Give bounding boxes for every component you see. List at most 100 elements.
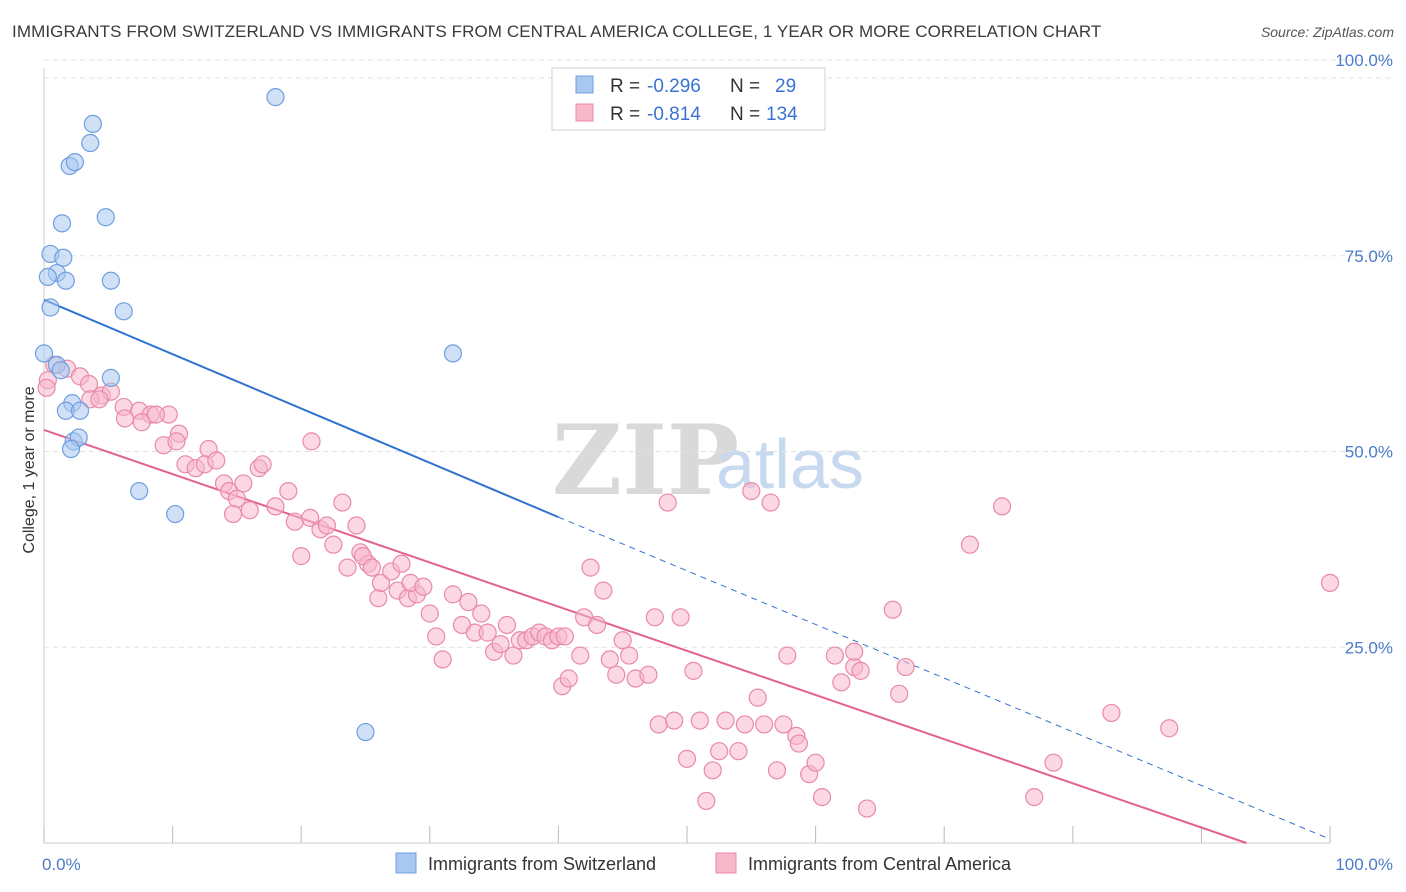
point-switzerland	[52, 214, 72, 233]
point-central-america	[347, 516, 366, 535]
point-central-america	[992, 497, 1012, 516]
x-tick-label: 0.0%	[42, 855, 81, 874]
point-central-america	[851, 661, 870, 680]
watermark-atlas: atlas	[716, 425, 864, 503]
trend-line-switzerland-extension	[558, 516, 1331, 840]
legend: R = -0.296 N = 29 R = -0.814 N = 134	[551, 67, 826, 131]
point-central-america	[234, 474, 253, 493]
point-central-america	[658, 493, 677, 512]
point-switzerland	[130, 482, 149, 501]
point-switzerland	[65, 153, 84, 172]
point-switzerland	[41, 298, 60, 317]
bottom-legend-label-switzerland: Immigrants from Switzerland	[428, 854, 656, 874]
grid	[44, 59, 1392, 648]
trend-line-switzerland	[43, 298, 559, 519]
y-tick-label: 100.0%	[1335, 51, 1393, 70]
point-central-america	[292, 547, 311, 566]
point-central-america	[497, 615, 517, 635]
bottom-legend-label-central-america: Immigrants from Central America	[748, 854, 1012, 874]
point-central-america	[285, 512, 304, 531]
point-switzerland	[54, 248, 73, 267]
point-central-america	[302, 432, 321, 451]
point-switzerland	[101, 368, 120, 387]
point-central-america	[369, 589, 388, 608]
point-central-america	[896, 657, 915, 677]
point-central-america	[459, 592, 478, 612]
point-central-america	[755, 715, 774, 734]
point-central-america	[710, 742, 729, 761]
point-switzerland	[443, 344, 463, 363]
point-switzerland	[34, 344, 54, 363]
point-central-america	[883, 600, 902, 619]
point-central-america	[645, 608, 664, 627]
y-tick-label: 50.0%	[1345, 443, 1393, 462]
point-central-america	[697, 791, 716, 811]
point-central-america	[279, 482, 298, 501]
point-switzerland	[356, 722, 375, 742]
point-switzerland	[81, 133, 100, 153]
point-central-america	[761, 493, 780, 512]
point-central-america	[594, 581, 613, 600]
point-central-america	[806, 753, 825, 772]
point-central-america	[587, 615, 607, 635]
point-central-america	[571, 646, 590, 665]
legend-n-value-1: 29	[775, 76, 796, 97]
point-switzerland	[96, 208, 115, 227]
source-credit: Source: ZipAtlas.com	[1260, 24, 1394, 40]
point-central-america	[857, 799, 877, 818]
point-switzerland	[266, 88, 285, 107]
legend-swatch-central-america	[575, 103, 594, 122]
point-central-america	[253, 455, 272, 474]
bottom-legend-swatch-central-america	[715, 852, 737, 874]
point-central-america	[146, 405, 165, 424]
legend-r-value-2: -0.814	[647, 104, 701, 125]
point-central-america	[301, 508, 320, 527]
point-central-america	[555, 627, 574, 646]
point-central-america	[433, 650, 452, 669]
legend-r-value-1: -0.296	[647, 76, 701, 97]
point-central-america	[649, 715, 668, 734]
point-central-america	[559, 669, 578, 688]
point-central-america	[324, 535, 343, 554]
point-central-america	[665, 711, 684, 730]
point-switzerland	[61, 439, 81, 459]
point-central-america	[491, 634, 510, 654]
y-axis-label: College, 1 year or more	[21, 386, 38, 553]
point-central-america	[414, 577, 433, 596]
scatter-points	[34, 88, 1340, 818]
point-central-america	[600, 650, 619, 669]
point-central-america	[472, 604, 491, 623]
point-switzerland	[114, 302, 133, 321]
point-central-america	[774, 715, 793, 734]
point-central-america	[735, 715, 754, 734]
point-switzerland	[56, 271, 75, 290]
point-central-america	[607, 665, 626, 684]
point-central-america	[778, 646, 797, 665]
point-central-america	[207, 451, 226, 470]
point-central-america	[677, 749, 697, 768]
legend-r-label-1: R =	[610, 76, 640, 97]
point-central-america	[832, 673, 851, 692]
point-central-america	[729, 742, 748, 761]
legend-swatch-switzerland	[575, 75, 594, 94]
point-central-america	[115, 409, 135, 428]
point-central-america	[317, 516, 337, 535]
point-central-america	[333, 493, 352, 512]
point-central-america	[845, 642, 864, 661]
point-central-america	[671, 608, 690, 627]
legend-box	[551, 67, 826, 131]
y-tick-label: 25.0%	[1345, 638, 1393, 657]
point-central-america	[613, 631, 632, 650]
bottom-legend-swatch-switzerland	[395, 852, 417, 874]
legend-n-label-2: N =	[730, 104, 760, 125]
point-switzerland	[51, 361, 70, 380]
point-central-america	[690, 711, 709, 730]
point-central-america	[132, 413, 151, 432]
point-switzerland	[166, 504, 185, 524]
axes: 25.0% 50.0% 75.0% 100.0% 0.0% 100.0%	[42, 51, 1393, 874]
point-central-america	[716, 711, 735, 730]
x-tick-label: 100.0%	[1335, 855, 1393, 874]
point-central-america	[371, 573, 391, 593]
point-central-america	[1160, 719, 1179, 738]
point-central-america	[825, 646, 844, 665]
